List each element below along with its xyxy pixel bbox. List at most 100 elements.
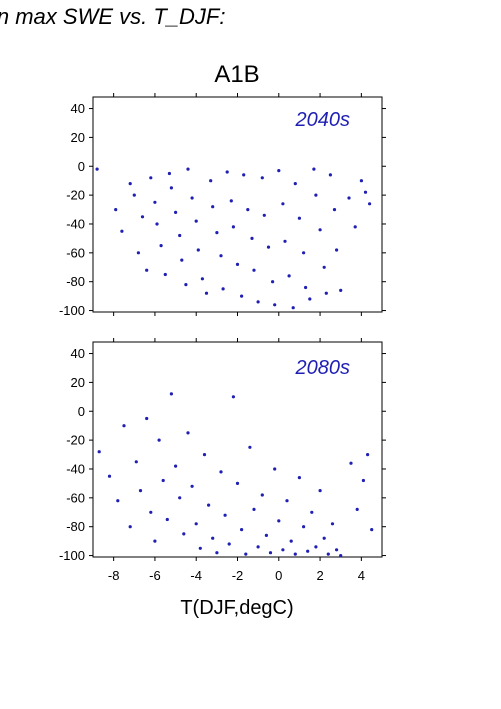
scatter-point xyxy=(219,470,223,474)
scatter-point xyxy=(184,283,188,287)
scatter-point xyxy=(200,277,204,281)
chart-header-text: in max SWE vs. T_DJF: xyxy=(0,4,226,29)
scatter-point xyxy=(287,274,291,278)
scatter-point xyxy=(149,510,153,514)
y-tick-label: -40 xyxy=(66,461,85,476)
scatter-point xyxy=(264,533,268,538)
scatter-point xyxy=(155,222,159,226)
scatter-point xyxy=(308,297,312,301)
scatter-point xyxy=(283,239,287,243)
scatter-point xyxy=(231,225,235,229)
scatter-point xyxy=(277,519,281,523)
scatter-point xyxy=(215,551,219,555)
scatter-point xyxy=(227,542,231,546)
scatter-point xyxy=(256,545,260,549)
scatter-point xyxy=(246,208,250,212)
scatter-point xyxy=(297,216,301,220)
scatter-point xyxy=(225,170,229,174)
scatter-point xyxy=(153,200,157,204)
scatter-point xyxy=(273,303,277,307)
x-axis-title: T(DJF,degC) xyxy=(180,597,293,619)
scatter-point xyxy=(304,285,308,290)
scatter-point xyxy=(194,219,198,223)
y-tick-label: 20 xyxy=(71,130,85,145)
x-tick-label: 0 xyxy=(275,568,282,583)
scatter-point xyxy=(291,306,295,310)
scatter-point xyxy=(310,510,314,514)
scatter-point xyxy=(145,416,149,421)
x-tick-label: -4 xyxy=(190,568,202,583)
scatter-point xyxy=(235,262,240,266)
scatter-point xyxy=(202,453,207,457)
scatter-point xyxy=(107,474,112,478)
y-tick-label: 40 xyxy=(71,346,85,361)
scatter-point xyxy=(293,552,297,556)
scatter-point xyxy=(132,193,136,197)
scatter-point xyxy=(240,528,244,532)
scatter-point xyxy=(219,254,223,258)
scatter-point xyxy=(322,265,326,269)
scatter-point xyxy=(167,171,171,176)
scatter-point xyxy=(97,450,101,454)
x-tick-label: -8 xyxy=(108,568,120,583)
scatter-point xyxy=(285,499,289,503)
x-axis: -8 -6 -4 -2 0 2 4 xyxy=(108,338,365,583)
data-points xyxy=(95,167,372,310)
scatter-point xyxy=(159,244,163,248)
y-axis: 40 20 0 -20 -40 -60 -80 -100 xyxy=(59,101,386,318)
x-axis xyxy=(113,93,362,316)
scatter-point xyxy=(174,464,178,468)
scatter-point xyxy=(190,196,194,200)
scatter-point xyxy=(312,167,316,171)
scatter-point xyxy=(134,460,138,464)
scatter-point xyxy=(180,258,184,262)
y-tick-label: 0 xyxy=(78,159,85,174)
chart-title: A1B xyxy=(214,61,259,88)
scatter-point xyxy=(242,173,246,177)
scatter-point xyxy=(314,193,318,197)
scatter-point xyxy=(297,476,301,480)
scatter-point xyxy=(198,546,202,550)
x-tick-label: 2 xyxy=(316,568,323,583)
scatter-point xyxy=(252,507,256,511)
scatter-point xyxy=(116,499,120,503)
scatter-point xyxy=(231,395,235,399)
scatter-point xyxy=(186,431,190,435)
y-tick-label: -100 xyxy=(59,303,85,318)
scatter-point xyxy=(138,489,143,493)
scatter-point xyxy=(120,229,124,233)
scatter-point xyxy=(215,231,219,235)
scatter-point xyxy=(302,525,306,529)
scatter-point xyxy=(211,536,215,540)
scatter-point xyxy=(122,424,126,428)
x-tick-label: -6 xyxy=(149,568,161,583)
scatter-point xyxy=(250,236,254,240)
scatter-point xyxy=(209,179,213,183)
scatter-point xyxy=(266,245,271,249)
y-tick-label: -60 xyxy=(66,490,85,505)
scatter-point xyxy=(240,294,244,298)
scatter-point xyxy=(289,539,293,543)
y-tick-label: -100 xyxy=(59,548,85,563)
scatter-point xyxy=(140,215,145,219)
y-tick-label: -60 xyxy=(66,245,85,260)
scatter-point xyxy=(322,536,326,540)
scatter-point xyxy=(145,268,149,272)
scatter-point xyxy=(204,291,209,295)
y-tick-label: -20 xyxy=(66,188,85,203)
scatter-point xyxy=(370,528,374,532)
data-points xyxy=(97,392,374,558)
scatter-point xyxy=(95,167,99,171)
scatter-point xyxy=(190,484,194,488)
scatter-point xyxy=(163,272,167,277)
scatter-point xyxy=(314,545,318,549)
y-tick-label: -80 xyxy=(66,519,85,534)
scatter-point xyxy=(361,478,365,483)
scatter-point xyxy=(235,481,240,485)
scatter-point xyxy=(260,176,264,180)
y-tick-label: -40 xyxy=(66,216,85,231)
scatter-point xyxy=(324,291,328,295)
scatter-point xyxy=(256,300,260,304)
x-tick-label: 4 xyxy=(358,568,365,583)
